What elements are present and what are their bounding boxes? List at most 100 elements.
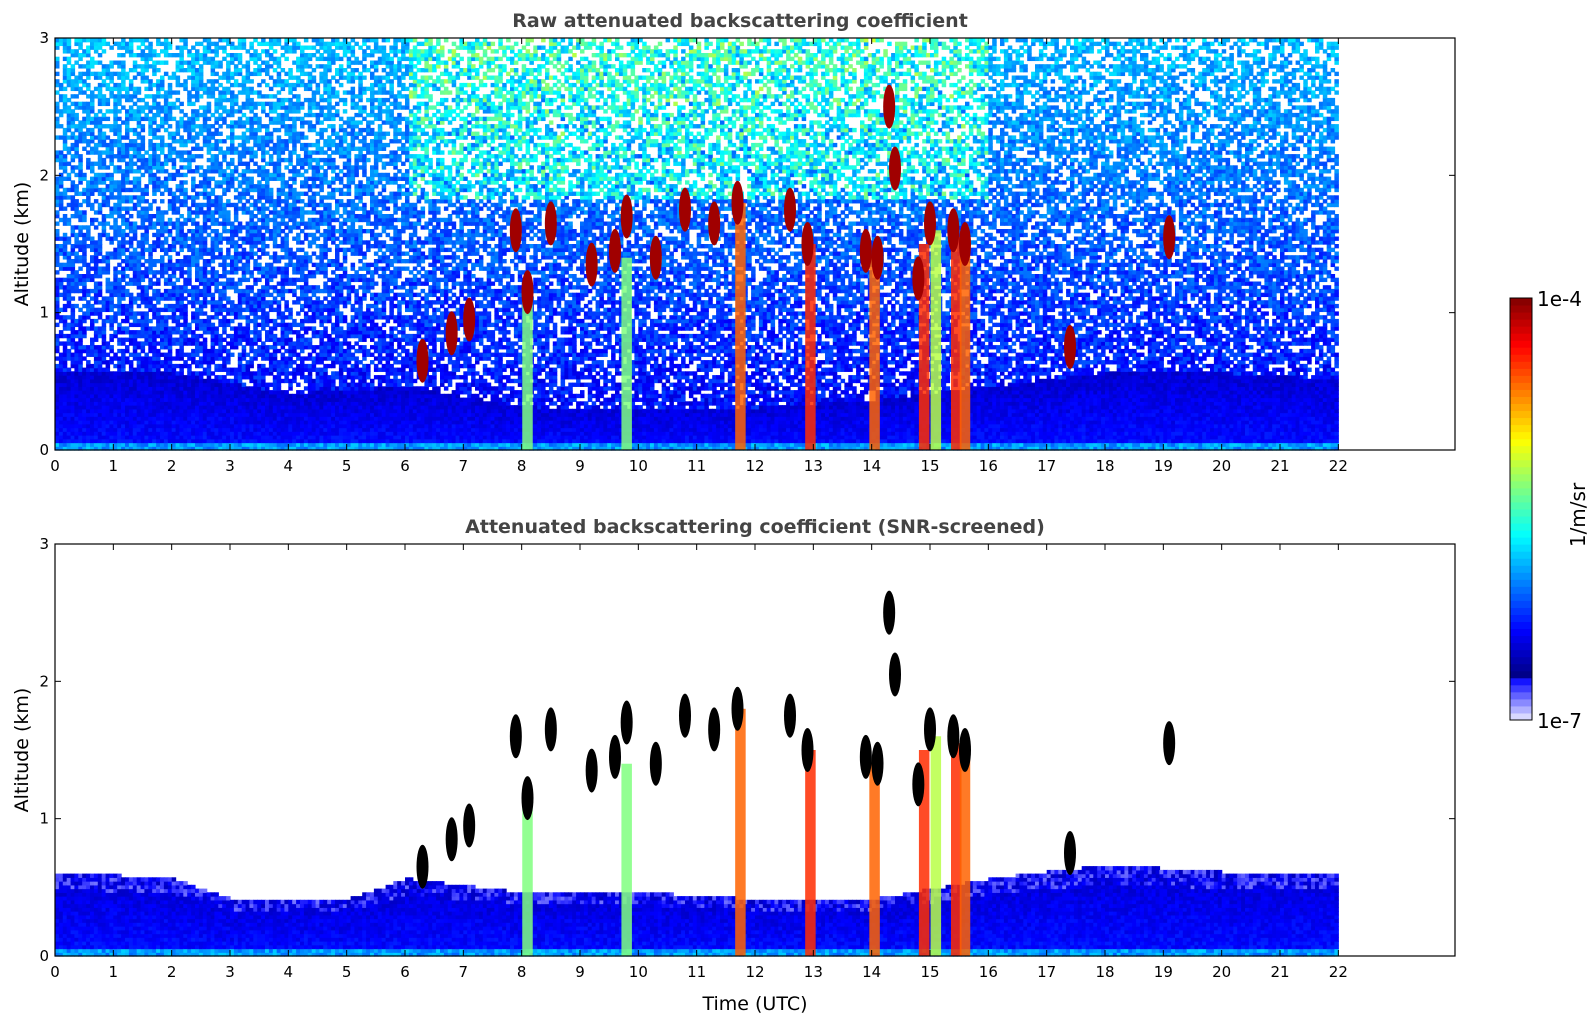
x-tick-label: 22	[1329, 963, 1348, 981]
cloud-feature	[889, 652, 901, 697]
x-tick-label: 7	[459, 457, 469, 475]
y-tick-label: 2	[39, 166, 49, 184]
cloud-feature	[649, 741, 662, 786]
colorbar-band	[1510, 593, 1532, 601]
cloud-feature	[859, 228, 872, 273]
colorbar-band	[1510, 537, 1532, 545]
colorbar-max-label: 1e-4	[1537, 287, 1582, 311]
y-axis-label: Altitude (km)	[11, 688, 33, 813]
colorbar-band	[1510, 551, 1532, 559]
cloud-feature	[1064, 325, 1076, 369]
colorbar-band	[1510, 375, 1532, 383]
colorbar-band	[1510, 509, 1532, 517]
x-tick-label: 13	[804, 457, 823, 475]
precip-column	[930, 736, 942, 956]
cloud-feature	[521, 270, 534, 315]
colorbar-band	[1510, 530, 1532, 538]
colorbar-band	[1510, 656, 1532, 665]
cloud-feature	[947, 714, 960, 759]
x-tick-label: 11	[687, 457, 706, 475]
x-tick-label: 15	[920, 457, 939, 475]
colorbar-band	[1510, 635, 1532, 644]
cloud-feature	[883, 84, 896, 129]
heatmap-screened	[55, 590, 1339, 957]
y-tick-label: 0	[39, 947, 49, 965]
colorbar-band	[1510, 649, 1532, 658]
x-tick-label: 19	[1154, 457, 1173, 475]
cloud-feature	[924, 201, 936, 246]
colorbar-band	[1510, 494, 1532, 503]
colorbar-band	[1510, 670, 1532, 679]
x-tick-label: 14	[862, 457, 881, 475]
x-tick-label: 6	[400, 457, 410, 475]
x-tick-label: 1	[109, 963, 119, 981]
x-tick-label: 9	[575, 963, 585, 981]
colorbar-band	[1510, 333, 1532, 341]
cloud-feature	[731, 686, 744, 731]
cloud-feature	[679, 187, 691, 232]
x-tick-label: 15	[920, 963, 939, 981]
x-tick-label: 17	[1037, 457, 1056, 475]
x-tick-label: 14	[862, 963, 881, 981]
x-tick-label: 18	[1095, 963, 1114, 981]
cloud-feature	[708, 707, 721, 752]
colorbar-band	[1510, 382, 1532, 390]
x-tick-label: 3	[225, 963, 235, 981]
colorbar-band	[1510, 565, 1532, 573]
y-tick-label: 1	[39, 304, 49, 322]
x-tick-label: 2	[167, 457, 177, 475]
x-tick-label: 13	[804, 963, 823, 981]
x-tick-label: 10	[629, 457, 648, 475]
x-tick-label: 20	[1212, 457, 1231, 475]
colorbar-band	[1510, 677, 1532, 686]
x-tick-label: 5	[342, 963, 352, 981]
colorbar-band	[1510, 340, 1532, 348]
cloud-feature	[801, 728, 814, 772]
colorbar-band	[1510, 424, 1532, 433]
cloud-feature	[1064, 831, 1076, 875]
x-tick-label: 10	[629, 963, 648, 981]
cloud-feature	[784, 693, 796, 738]
colorbar-band	[1510, 607, 1532, 615]
colorbar-band	[1510, 417, 1532, 426]
colorbar-band	[1510, 579, 1532, 587]
colorbar-band	[1510, 642, 1532, 651]
precip-column	[735, 202, 746, 450]
y-tick-label: 0	[39, 441, 49, 459]
colorbar-band	[1510, 487, 1532, 496]
colorbar-band	[1510, 600, 1532, 608]
x-tick-label: 6	[400, 963, 410, 981]
colorbar-band	[1510, 410, 1532, 419]
colorbar-band	[1510, 501, 1532, 510]
cloud-feature	[801, 222, 814, 266]
colorbar-band	[1510, 459, 1532, 468]
x-tick-label: 8	[517, 963, 527, 981]
colorbar-band	[1510, 473, 1532, 482]
x-tick-label: 0	[50, 963, 60, 981]
x-tick-label: 12	[745, 963, 764, 981]
cloud-feature	[416, 338, 429, 383]
x-tick-label: 22	[1329, 457, 1348, 475]
cloud-feature	[947, 208, 960, 253]
colorbar-unit-label: 1/m/sr	[1566, 482, 1590, 547]
x-tick-label: 4	[284, 457, 294, 475]
cloud-feature	[609, 734, 621, 779]
colorbar-band	[1510, 614, 1532, 623]
colorbar-band	[1510, 354, 1532, 362]
y-axis-label: Altitude (km)	[11, 182, 33, 307]
precip-column	[951, 743, 962, 956]
x-tick-label: 0	[50, 457, 60, 475]
cloud-feature	[859, 734, 872, 779]
precip-column	[918, 244, 930, 450]
precip-column	[951, 237, 962, 450]
cloud-feature	[889, 146, 901, 191]
precip-column	[959, 750, 971, 956]
x-tick-label: 4	[284, 963, 294, 981]
cloud-feature	[912, 256, 925, 301]
colorbar-band	[1510, 663, 1532, 672]
x-tick-label: 16	[979, 457, 998, 475]
colorbar-band	[1510, 319, 1532, 327]
cloud-feature	[585, 242, 598, 287]
raw-backscatter-panel: Raw attenuated backscattering coefficien…	[11, 10, 1456, 475]
